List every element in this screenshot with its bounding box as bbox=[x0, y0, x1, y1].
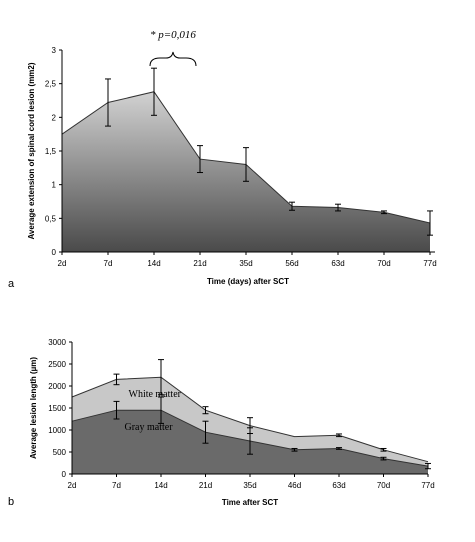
chart-a: 00,511,522,53 2d 7d 14d 21d 35d 56d 63d 70d 77d … bbox=[8, 29, 437, 290]
a-ytick-label: 1,5 bbox=[45, 147, 57, 156]
b-ytick-label: 0 bbox=[62, 470, 67, 479]
b-xtick-label: 63d bbox=[332, 481, 345, 490]
a-ytick-label: 0 bbox=[52, 248, 57, 257]
chart-b-xlabel: Time after SCT bbox=[222, 498, 278, 507]
b-xtick-label: 35d bbox=[243, 481, 256, 490]
b-xtick-label: 77d bbox=[421, 481, 434, 490]
b-ytick-label: 500 bbox=[53, 448, 67, 457]
a-ytick-label: 2 bbox=[52, 113, 57, 122]
b-xtick-label: 7d bbox=[112, 481, 121, 490]
b-series-label-1: Gray matter bbox=[125, 422, 174, 433]
chart-a-brace bbox=[149, 51, 197, 67]
a-xtick-label: 7d bbox=[104, 259, 113, 268]
panel-label-b: b bbox=[8, 496, 14, 508]
b-ytick-label: 3000 bbox=[48, 338, 66, 347]
a-ytick-label: 3 bbox=[52, 46, 57, 55]
b-ytick-label: 1000 bbox=[48, 426, 66, 435]
chart-a-xlabel: Time (days) after SCT bbox=[207, 277, 289, 286]
chart-a-ylabel: Average extension of spinal cord lesion … bbox=[27, 62, 36, 239]
a-ytick-label: 1 bbox=[52, 181, 57, 190]
chart-a-annotation: * p=0,016 bbox=[150, 29, 196, 41]
a-xtick-label: 63d bbox=[331, 259, 344, 268]
b-xtick-label: 70d bbox=[377, 481, 390, 490]
b-ytick-label: 2500 bbox=[48, 360, 66, 369]
a-xtick-label: 70d bbox=[377, 259, 390, 268]
a-ytick-label: 0,5 bbox=[45, 214, 57, 223]
b-xtick-label: 2d bbox=[68, 481, 77, 490]
b-xtick-label: 21d bbox=[199, 481, 212, 490]
a-xtick-label: 56d bbox=[285, 259, 298, 268]
a-xtick-label: 14d bbox=[147, 259, 160, 268]
a-xtick-label: 2d bbox=[58, 259, 67, 268]
panel-label-a: a bbox=[8, 278, 15, 290]
a-xtick-label: 77d bbox=[423, 259, 436, 268]
b-xtick-label: 46d bbox=[288, 481, 301, 490]
b-xtick-label: 14d bbox=[154, 481, 167, 490]
chart-b-ylabel: Average lesion length (µm) bbox=[29, 357, 38, 459]
a-xtick-label: 35d bbox=[239, 259, 252, 268]
chart-b: White matter Gray matter 0 500 1000 1500 2000… bbox=[8, 338, 435, 508]
a-ytick-label: 2,5 bbox=[45, 80, 57, 89]
b-ytick-label: 2000 bbox=[48, 382, 66, 391]
a-xtick-label: 21d bbox=[193, 259, 206, 268]
b-series-label-0: White matter bbox=[129, 389, 182, 400]
b-ytick-label: 1500 bbox=[48, 404, 66, 413]
